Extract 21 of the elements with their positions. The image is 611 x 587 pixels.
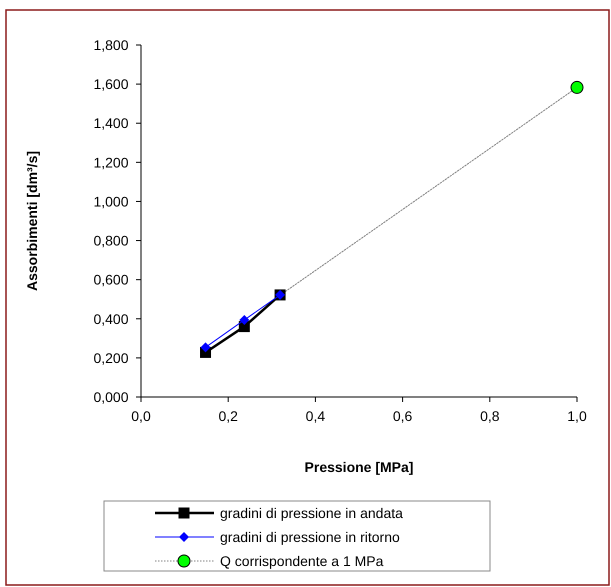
y-tick-label: 0,600 bbox=[93, 272, 129, 288]
x-tick-label: 0,6 bbox=[392, 408, 413, 424]
y-tick-label: 1,400 bbox=[93, 115, 129, 132]
x-tick-label: 0,0 bbox=[131, 408, 151, 424]
y-tick-label: 1,000 bbox=[93, 193, 129, 210]
y-tick-label: 1,600 bbox=[93, 76, 129, 92]
y-tick-label: 0,800 bbox=[93, 232, 129, 249]
legend-label: gradini di pressione in ritorno bbox=[220, 529, 400, 545]
x-tick-label: 0,4 bbox=[306, 408, 326, 424]
y-tick-label: 1,200 bbox=[93, 154, 129, 170]
legend-label: Q corrispondente a 1 MPa bbox=[220, 553, 384, 569]
x-tick-label: 1,0 bbox=[567, 408, 587, 424]
y-tick-label: 0,400 bbox=[93, 310, 129, 327]
y-axis-title: Assorbimenti [dm³/s] bbox=[24, 150, 40, 292]
x-tick-label: 0,2 bbox=[218, 408, 238, 424]
x-axis-title: Pressione [MPa] bbox=[304, 459, 414, 475]
x-tick-label: 0,8 bbox=[480, 408, 500, 424]
legend-label: gradini di pressione in andata bbox=[220, 505, 404, 521]
y-tick-label: 1,800 bbox=[93, 37, 129, 53]
y-tick-label: 0,000 bbox=[93, 389, 129, 405]
y-tick-label: 0,200 bbox=[93, 350, 129, 366]
